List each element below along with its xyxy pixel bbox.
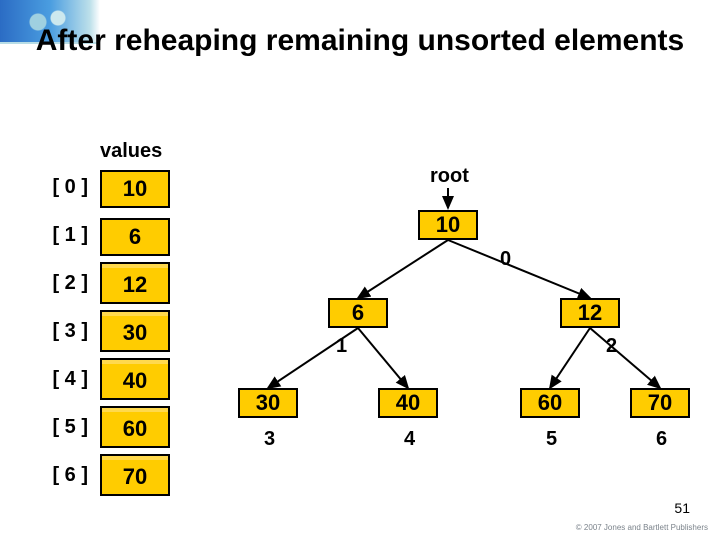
tree-node: 30 <box>238 388 298 418</box>
tree-node: 6 <box>328 298 388 328</box>
tree-node: 12 <box>560 298 620 328</box>
tree-node-index: 1 <box>336 335 347 358</box>
tree-node-index: 4 <box>404 428 415 451</box>
array-cell: 40 <box>100 362 170 400</box>
array-cell: 6 <box>100 218 170 256</box>
array-cell: 60 <box>100 410 170 448</box>
array-cell: 70 <box>100 458 170 496</box>
array-index: [ 2 ] <box>32 272 88 295</box>
tree-node-index: 3 <box>264 428 275 451</box>
array-cell: 30 <box>100 314 170 352</box>
array-index: [ 5 ] <box>32 416 88 439</box>
array-index: [ 1 ] <box>32 224 88 247</box>
array-cell: 10 <box>100 170 170 208</box>
page-title: After reheaping remaining unsorted eleme… <box>0 24 720 57</box>
tree-node-index: 5 <box>546 428 557 451</box>
copyright: © 2007 Jones and Bartlett Publishers <box>576 523 708 532</box>
slide-number: 51 <box>674 500 690 516</box>
array-index: [ 0 ] <box>32 176 88 199</box>
array-header: values <box>100 140 162 163</box>
tree-node: 10 <box>418 210 478 240</box>
root-label: root <box>430 165 469 188</box>
array-cell: 12 <box>100 266 170 304</box>
array-index: [ 4 ] <box>32 368 88 391</box>
array-index: [ 6 ] <box>32 464 88 487</box>
tree-node-index: 2 <box>606 335 617 358</box>
array-index: [ 3 ] <box>32 320 88 343</box>
tree-node: 40 <box>378 388 438 418</box>
tree-node: 70 <box>630 388 690 418</box>
tree-node-index: 0 <box>500 248 511 271</box>
tree-node-index: 6 <box>656 428 667 451</box>
tree-node: 60 <box>520 388 580 418</box>
